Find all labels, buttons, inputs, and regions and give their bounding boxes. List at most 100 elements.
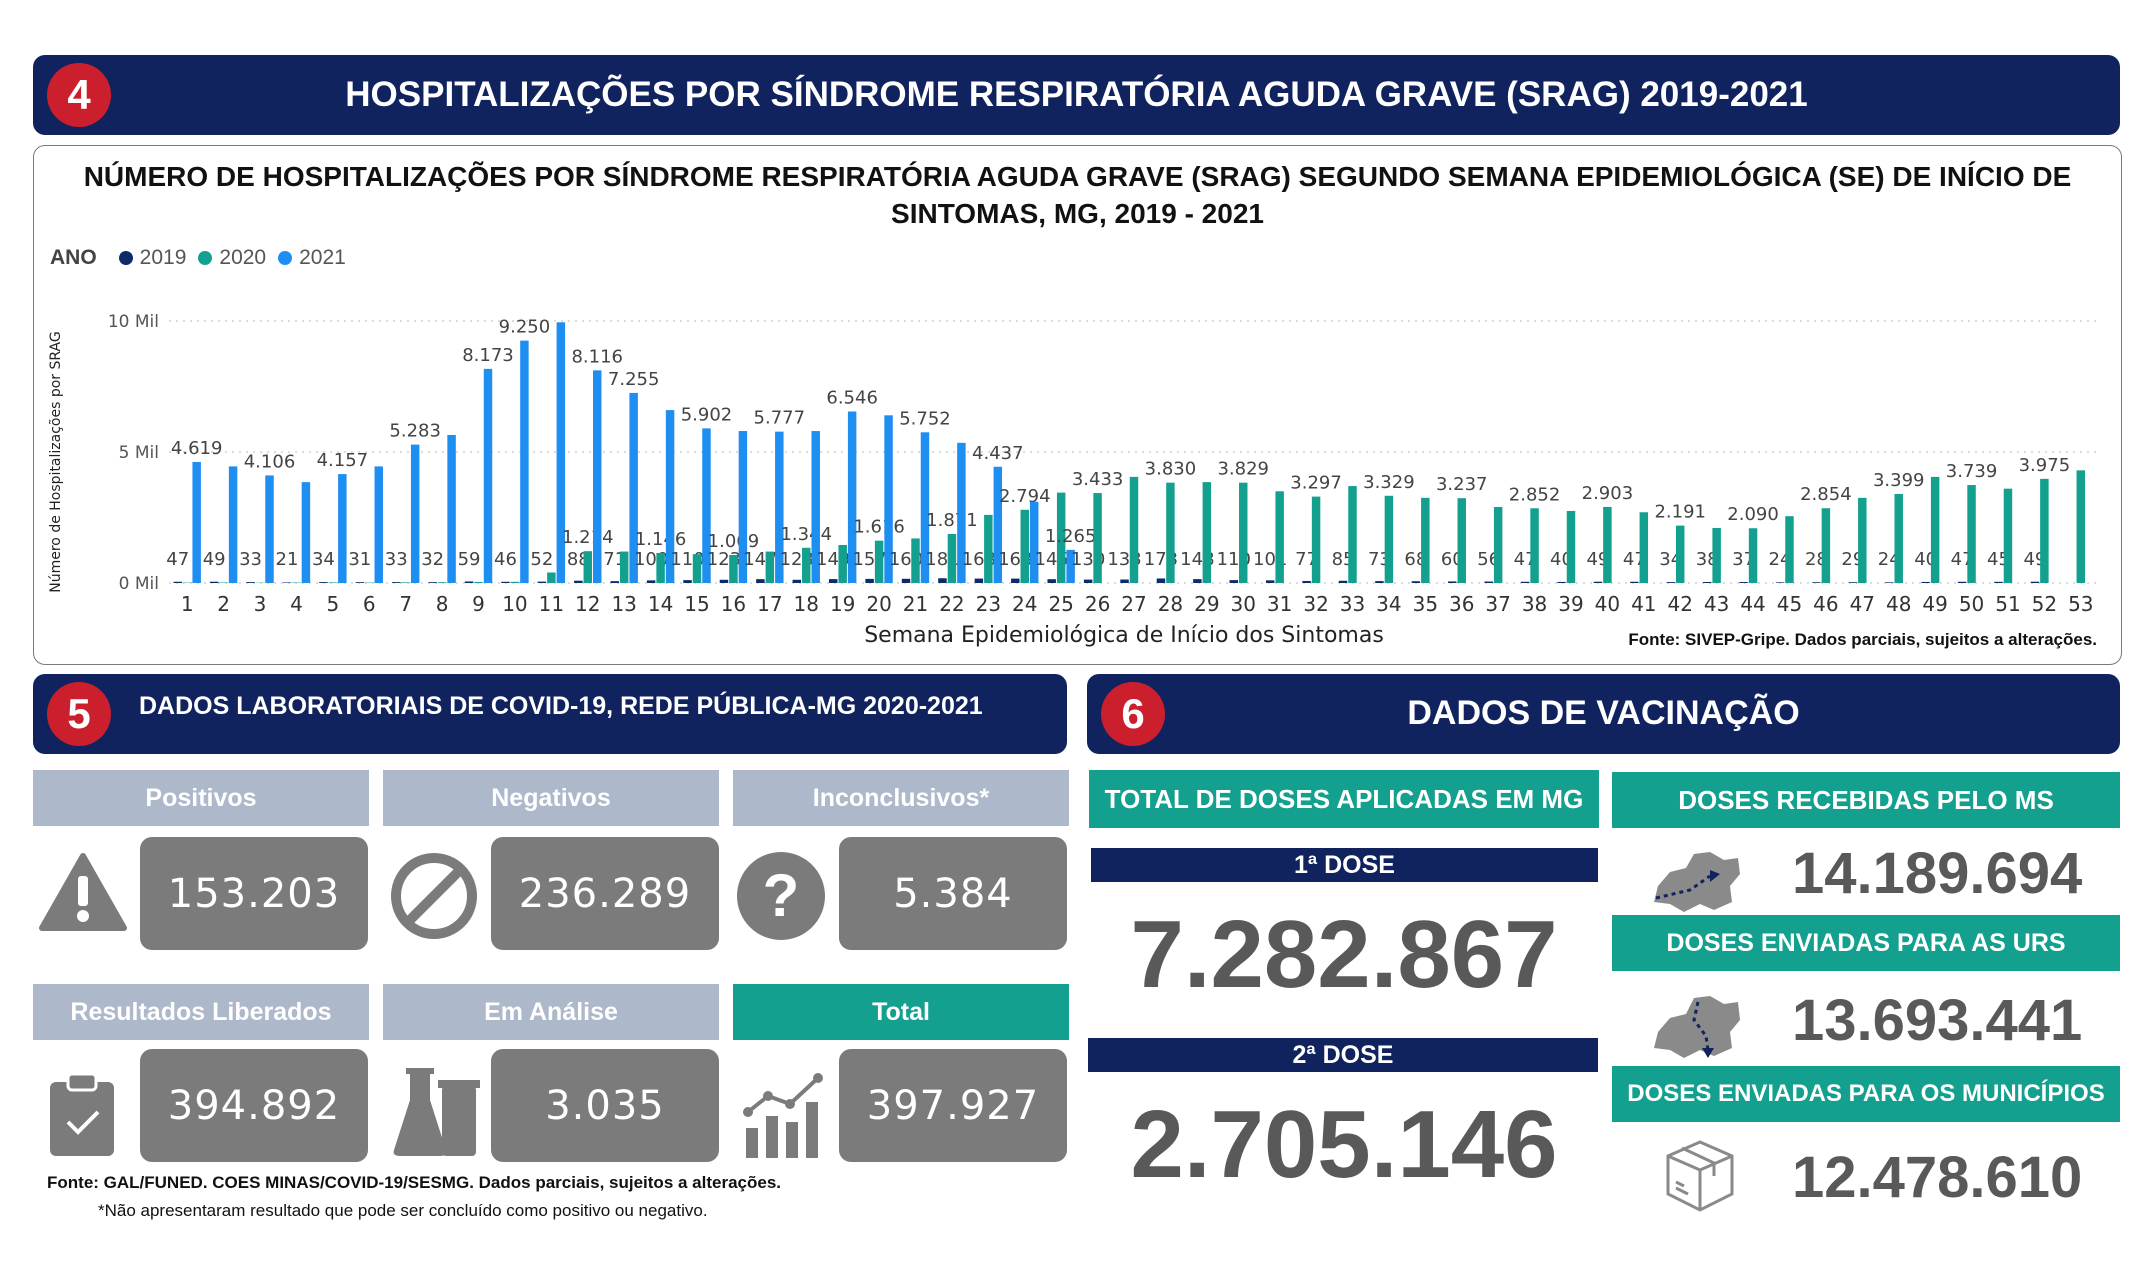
bar-2021-week-5	[338, 474, 347, 583]
bar-2020-week-46	[1821, 508, 1831, 583]
data-label-2020-week-24: 2.794	[999, 486, 1051, 507]
bar-2019-week-42	[1666, 582, 1675, 583]
data-label-2020-week-38: 2.852	[1509, 484, 1561, 505]
data-label-2019-week-2: 49	[203, 549, 226, 570]
lab-flask-icon	[393, 1068, 480, 1156]
bar-2019-week-14	[646, 580, 656, 583]
total-value: 397.927	[839, 1049, 1067, 1162]
x-tick-label: 22	[939, 592, 964, 616]
bar-2020-week-33	[1348, 486, 1357, 583]
x-tick-label: 40	[1595, 592, 1620, 616]
x-tick-label: 6	[363, 592, 376, 616]
positivos-value: 153.203	[140, 837, 368, 950]
bar-2019-week-36	[1448, 581, 1457, 583]
dose-2-value: 2.705.146	[1130, 1091, 1558, 1198]
x-tick-label: 35	[1413, 592, 1438, 616]
x-tick-label: 42	[1667, 592, 1692, 616]
bar-2019-week-51	[1994, 581, 2003, 583]
bar-2020-week-12	[583, 551, 593, 583]
bar-2020-week-5	[328, 582, 338, 583]
negativos-value: 236.289	[491, 837, 719, 950]
srag-chart-panel: NÚMERO DE HOSPITALIZAÇÕES POR SÍNDROME R…	[33, 145, 2122, 665]
analise-value: 3.035	[491, 1049, 719, 1162]
x-tick-label: 11	[539, 592, 564, 616]
bar-2019-week-13	[610, 581, 619, 583]
section-title: DADOS DE VACINAÇÃO	[1407, 694, 1800, 732]
bar-2019-week-46	[1812, 582, 1821, 583]
bar-2019-week-39	[1557, 581, 1566, 583]
bar-2020-week-29	[1202, 482, 1212, 583]
bar-2020-week-17	[765, 551, 775, 583]
inconclusivos-label: Inconclusivos*	[733, 770, 1069, 826]
bar-2020-week-52	[2040, 478, 2049, 583]
data-label-2020-week-34: 3.329	[1363, 472, 1415, 493]
bar-2019-week-25	[1047, 579, 1056, 583]
data-label-2021-week-13: 7.255	[608, 369, 660, 390]
x-tick-label: 12	[575, 592, 600, 616]
x-tick-label: 36	[1449, 592, 1474, 616]
clipboard-icon	[50, 1072, 114, 1156]
bar-2019-week-8	[428, 582, 437, 583]
bar-2020-week-28	[1166, 482, 1175, 583]
bar-2019-week-29	[1193, 579, 1202, 583]
lab-footnote: *Não apresentaram resultado que pode ser…	[98, 1201, 708, 1220]
data-label-2021-week-12: 8.116	[571, 346, 623, 367]
bar-2021-week-12	[593, 370, 602, 583]
total-label: Total	[733, 984, 1069, 1040]
section-number-badge: 4	[47, 63, 111, 127]
x-tick-label: 53	[2068, 592, 2093, 616]
data-label-2021-week-15: 5.902	[681, 404, 733, 425]
data-label-2019-week-3: 33	[239, 549, 262, 570]
bar-2021-week-3	[265, 475, 274, 583]
bar-2019-week-41	[1630, 581, 1639, 583]
bar-2021-week-8	[447, 434, 456, 583]
bar-2020-week-11	[547, 572, 556, 583]
bar-2020-week-26	[1093, 493, 1102, 583]
section-number-badge: 6	[1101, 682, 1165, 746]
bar-2019-week-6	[355, 582, 365, 583]
x-tick-label: 38	[1522, 592, 1547, 616]
bar-2020-week-16	[729, 554, 738, 583]
legend-swatch-2021	[278, 251, 293, 265]
bar-2020-week-36	[1457, 498, 1466, 583]
question-icon: ?	[737, 852, 825, 940]
data-label-2019-week-5: 34	[312, 549, 335, 570]
data-label-2019-week-4: 21	[276, 549, 299, 570]
bar-2021-week-18	[811, 431, 820, 583]
data-label-2020-week-26: 3.433	[1072, 469, 1124, 490]
bar-2020-week-30	[1239, 482, 1248, 583]
x-tick-label: 21	[903, 592, 928, 616]
data-label-2021-week-3: 4.106	[244, 451, 296, 472]
bar-2021-week-23	[993, 466, 1003, 583]
dose-1-value: 7.282.867	[1130, 901, 1558, 1008]
y-axis-title: Número de Hospitalizações por SRAG	[48, 331, 64, 592]
x-tick-label: 10	[502, 592, 527, 616]
bar-2019-week-44	[1739, 582, 1748, 583]
total-doses-label: TOTAL DE DOSES APLICADAS EM MG	[1089, 770, 1599, 828]
bar-2020-week-31	[1275, 491, 1284, 583]
x-tick-label: 43	[1704, 592, 1729, 616]
bar-2019-week-18	[792, 579, 802, 583]
bar-2019-week-28	[1156, 578, 1166, 583]
data-label-2019-week-7: 33	[385, 549, 408, 570]
bar-2020-week-53	[2076, 470, 2086, 583]
x-tick-label: 39	[1558, 592, 1583, 616]
data-label-2020-week-14: 1.146	[635, 529, 687, 550]
x-tick-label: 14	[648, 592, 673, 616]
data-label-2021-week-19: 6.546	[826, 387, 878, 408]
data-label-2021-week-25: 1.265	[1045, 526, 1097, 547]
bar-2019-week-30	[1229, 580, 1239, 583]
bar-2021-week-19	[847, 411, 857, 583]
inconclusivos-value: 5.384	[839, 837, 1067, 950]
bar-2019-week-35	[1411, 581, 1421, 583]
x-tick-label: 45	[1777, 592, 1802, 616]
x-tick-label: 52	[2032, 592, 2057, 616]
data-label-2019-week-6: 31	[348, 549, 371, 570]
bar-2019-week-32	[1302, 580, 1311, 583]
data-label-2020-week-40: 2.903	[1582, 483, 1634, 504]
data-label-2021-week-9: 8.173	[462, 345, 514, 366]
bar-2019-week-37	[1484, 581, 1493, 583]
bar-2020-week-13	[619, 551, 629, 583]
bar-2021-week-6	[374, 466, 383, 583]
bar-2020-week-10	[510, 581, 520, 583]
